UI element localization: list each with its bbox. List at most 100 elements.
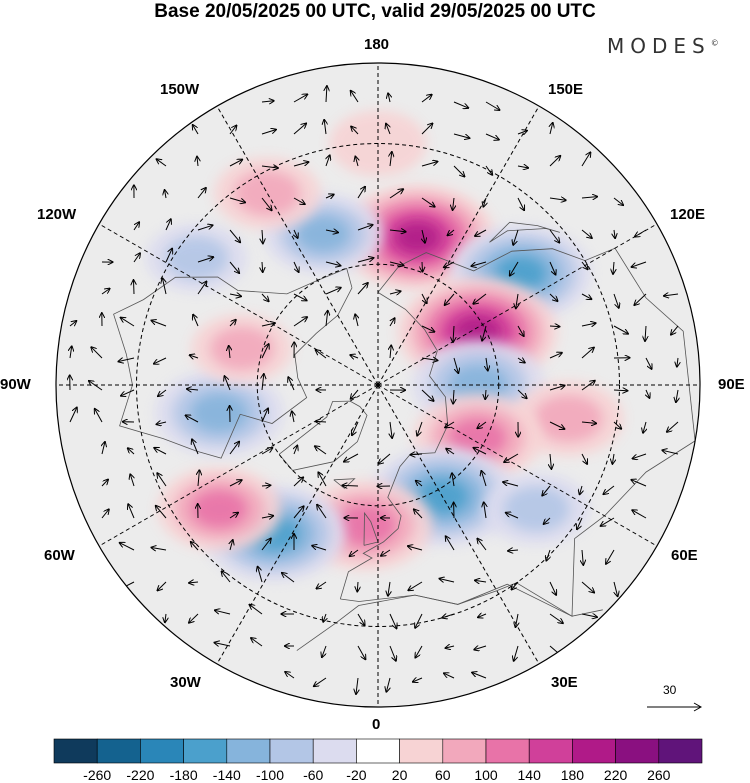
wind-vector bbox=[614, 581, 618, 596]
wind-vector bbox=[222, 571, 231, 583]
wind-vector bbox=[288, 377, 295, 391]
wind-vector bbox=[414, 509, 423, 519]
wind-vector bbox=[508, 550, 519, 551]
wind-vector bbox=[549, 156, 560, 167]
wind-vector bbox=[452, 473, 454, 487]
wind-vector bbox=[193, 125, 199, 135]
lon-label-90e: 90E bbox=[718, 376, 745, 393]
wind-vector bbox=[389, 189, 403, 199]
wind-vector bbox=[445, 293, 455, 305]
wind-vector bbox=[261, 323, 275, 326]
meridian-line bbox=[98, 384, 379, 547]
wind-vector bbox=[293, 293, 307, 300]
wind-vector bbox=[229, 126, 236, 135]
copyright-mark: © bbox=[710, 38, 719, 48]
coastline-segment bbox=[296, 583, 603, 651]
wind-vector bbox=[389, 262, 404, 265]
wind-vector bbox=[165, 190, 166, 199]
wind-vector bbox=[187, 389, 199, 390]
colorbar-tick-label: 140 bbox=[518, 767, 542, 783]
wind-vector bbox=[453, 165, 464, 177]
wind-vector bbox=[344, 453, 359, 462]
wind-vector bbox=[601, 517, 615, 526]
wind-vector bbox=[215, 643, 231, 646]
wind-vector bbox=[293, 477, 303, 487]
wind-vector bbox=[474, 646, 487, 650]
wind-vector bbox=[198, 470, 199, 487]
wind-vector bbox=[317, 581, 327, 589]
wind-vector bbox=[604, 485, 615, 494]
wind-vector bbox=[229, 513, 238, 519]
colorbar-tick-label: 20 bbox=[392, 767, 408, 783]
meridian-line bbox=[216, 105, 379, 386]
anomaly-pos-canada bbox=[190, 313, 293, 384]
wind-vector bbox=[229, 197, 245, 202]
wind-vector bbox=[229, 442, 239, 455]
wind-vector bbox=[421, 197, 435, 207]
wind-vector bbox=[130, 474, 134, 487]
colorbar-tick-label: 220 bbox=[604, 767, 628, 783]
anomaly-neg-pacific-east bbox=[145, 223, 248, 293]
wind-vector bbox=[549, 613, 563, 623]
wind-vector bbox=[582, 549, 583, 565]
wind-vector bbox=[549, 353, 562, 359]
wind-vector bbox=[350, 549, 359, 556]
wind-vector bbox=[581, 229, 592, 238]
wind-vector bbox=[581, 453, 587, 464]
wind-vector bbox=[323, 613, 326, 622]
lon-label-60e: 60E bbox=[671, 547, 698, 564]
wind-vector bbox=[422, 229, 425, 243]
wind-vector bbox=[415, 645, 423, 658]
wind-vector bbox=[165, 613, 166, 622]
meridian-line bbox=[377, 105, 540, 386]
coastline-segment bbox=[339, 247, 696, 617]
wind-vector bbox=[444, 673, 455, 679]
wind-vector bbox=[317, 505, 327, 519]
coastlines bbox=[113, 221, 696, 651]
wind-vector bbox=[325, 230, 338, 233]
wind-vector bbox=[453, 101, 468, 108]
wind-vector bbox=[119, 358, 135, 362]
wind-vector bbox=[352, 421, 359, 435]
wind-vector bbox=[581, 293, 591, 299]
wind-vector bbox=[316, 350, 327, 359]
wind-vector bbox=[261, 166, 278, 168]
lon-label-90w: 90W bbox=[0, 376, 31, 393]
wind-vector bbox=[191, 542, 199, 551]
wind-vector bbox=[667, 421, 679, 432]
wind-vector bbox=[258, 567, 263, 583]
meridian-line bbox=[377, 384, 540, 665]
wind-vector bbox=[262, 261, 263, 272]
wind-vector bbox=[197, 188, 206, 199]
map-border bbox=[55, 62, 701, 708]
colorbar-tick-label: -220 bbox=[126, 767, 154, 783]
wind-vector bbox=[197, 225, 213, 231]
colorbar-tick-label: -180 bbox=[170, 767, 198, 783]
wind-vector bbox=[357, 645, 365, 659]
wind-vector bbox=[261, 130, 276, 135]
colorbar-swatch bbox=[399, 738, 444, 764]
wind-vector bbox=[389, 645, 396, 661]
wind-vector bbox=[293, 94, 307, 103]
colorbar-tick-label: 180 bbox=[561, 767, 585, 783]
wind-vector bbox=[225, 376, 231, 391]
wind-vector bbox=[581, 422, 596, 423]
colorbar-swatch bbox=[572, 738, 616, 764]
wind-vector bbox=[293, 197, 305, 204]
anomaly-pos-pacific-mid bbox=[214, 157, 321, 230]
colorbar-swatch bbox=[140, 738, 184, 764]
wind-vector bbox=[549, 261, 556, 275]
wind-vector bbox=[485, 165, 492, 175]
wind-vector bbox=[421, 95, 432, 103]
colorbar-tick-label: 60 bbox=[435, 767, 451, 783]
wind-vector bbox=[549, 386, 565, 391]
wind-vector bbox=[89, 381, 103, 391]
wind-vector bbox=[261, 344, 269, 359]
wind-vector bbox=[314, 677, 327, 686]
wind-vector bbox=[69, 321, 76, 326]
wind-vector bbox=[318, 472, 327, 487]
wind-vector bbox=[662, 450, 679, 455]
wind-vector bbox=[546, 549, 550, 561]
wind-vector bbox=[357, 613, 365, 625]
wind-vector bbox=[128, 448, 135, 455]
